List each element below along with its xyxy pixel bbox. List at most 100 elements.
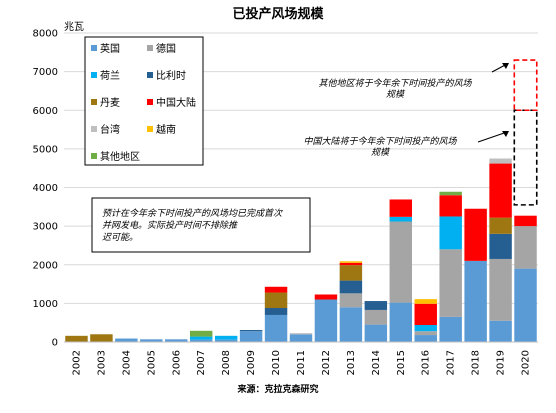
annotation-arrow — [477, 131, 508, 143]
y-tick-label: 4000 — [33, 183, 58, 194]
annotation-text: 中国大陆将于今年余下时间投产的风场规模 — [303, 136, 457, 158]
y-tick-label: 3000 — [33, 222, 58, 233]
x-tick-label: 2003 — [96, 350, 107, 375]
x-tick-label: 2020 — [521, 350, 532, 375]
bar-segment — [214, 339, 238, 342]
bar-segment — [464, 260, 487, 342]
bar-segment — [289, 334, 313, 342]
bar-segment — [264, 286, 288, 293]
legend-swatch — [91, 72, 97, 78]
y-tick-label: 1000 — [33, 299, 58, 310]
bar-segment — [65, 335, 88, 342]
legend-swatch — [91, 153, 97, 159]
x-tick-label: 2016 — [421, 350, 432, 375]
legend-label: 英国 — [100, 42, 120, 55]
x-tick-label: 2017 — [446, 350, 457, 375]
x-tick-label: 2012 — [321, 350, 332, 375]
legend-swatch — [91, 45, 97, 51]
x-tick-label: 2019 — [496, 350, 507, 375]
bar-segment — [389, 199, 413, 217]
bar-segment — [339, 280, 363, 294]
bar-segment — [364, 301, 388, 310]
bar-segment — [389, 302, 413, 342]
bar-segment — [464, 208, 487, 261]
y-axis-ticks: 0 1000 2000 3000 4000 5000 6000 7000 8000 — [33, 29, 58, 349]
legend-swatch — [91, 99, 97, 105]
bar-segment — [264, 308, 288, 315]
x-tick-label: 2013 — [346, 350, 357, 375]
bar-segment — [439, 316, 462, 342]
bar-segment — [439, 249, 462, 317]
y-tick-label: 7000 — [33, 67, 58, 78]
note-box — [91, 197, 311, 253]
bar-segment — [489, 320, 512, 342]
bar-segment — [414, 299, 437, 304]
legend-swatch — [91, 126, 97, 132]
x-tick-label: 2014 — [371, 350, 382, 375]
annotation-text: 其他地区将于今年余下时间投产的风场规模 — [318, 78, 472, 100]
y-tick-label: 0 — [52, 338, 58, 349]
y-tick-label: 8000 — [33, 29, 58, 40]
x-tick-label: 2004 — [121, 350, 132, 375]
bar-segment — [339, 265, 363, 281]
x-tick-label: 2002 — [71, 350, 82, 375]
annotation-arrowhead — [502, 63, 509, 69]
bar-segment — [339, 261, 363, 263]
y-tick-label: 5000 — [33, 144, 58, 155]
legend-label: 比利时 — [156, 70, 186, 82]
bar-segment — [489, 233, 512, 259]
bar-segment — [389, 216, 413, 222]
bar-segment — [414, 325, 437, 332]
bar-segment — [364, 324, 388, 342]
source-note: 来源：克拉克森研究 — [236, 383, 318, 395]
bar-segment — [339, 307, 363, 342]
y-tick-label: 2000 — [33, 260, 58, 271]
bar-segment — [264, 292, 288, 309]
bar-segment — [414, 331, 437, 336]
x-tick-label: 2018 — [471, 350, 482, 375]
legend-swatch — [147, 99, 153, 105]
bar-segment — [189, 330, 213, 337]
bars — [65, 59, 538, 342]
bar-segment — [439, 191, 462, 196]
x-tick-label: 2015 — [396, 350, 407, 375]
bar-segment — [489, 217, 512, 234]
chart-title: 已投产风场规模 — [232, 6, 324, 22]
legend-label: 德国 — [156, 42, 176, 55]
bar-segment — [165, 339, 188, 342]
bar-segment — [140, 339, 163, 342]
bar-segment — [339, 262, 363, 266]
y-axis-unit: 兆瓦 — [64, 21, 84, 33]
bar-segment — [389, 221, 413, 303]
bar-segment — [115, 338, 138, 342]
projected-bar-segment — [513, 59, 538, 112]
x-axis-ticks: 2002 2003 2004 2005 2006 2007 2008 2009 2010 2011… — [71, 350, 531, 375]
x-tick-label: 2008 — [221, 350, 232, 375]
legend-label: 台湾 — [100, 123, 120, 136]
note-text: 预计在今年余下时间投产的风场均已完成首次并网发电。实际投产时间不排除推迟可能。 — [102, 208, 283, 243]
bar-segment — [239, 331, 263, 342]
x-tick-label: 2007 — [196, 350, 207, 375]
legend-label: 中国大陆 — [156, 96, 196, 109]
legend-label: 越南 — [156, 123, 176, 136]
bar-segment — [514, 226, 537, 269]
bar-segment — [90, 334, 113, 342]
x-tick-label: 2005 — [146, 350, 157, 375]
legend-swatch — [147, 126, 153, 132]
annotations: 其他地区将于今年余下时间投产的风场规模中国大陆将于今年余下时间投产的风场规模预计… — [91, 63, 509, 253]
bar-segment — [339, 293, 363, 308]
x-tick-label: 2010 — [271, 350, 282, 375]
bar-segment — [239, 330, 263, 332]
bar-segment — [489, 158, 512, 164]
bar-segment — [189, 339, 213, 342]
bar-segment — [414, 303, 437, 326]
bar-segment — [414, 335, 437, 342]
bar-segment — [289, 333, 313, 335]
bar-segment — [314, 299, 338, 342]
bar-segment — [439, 195, 462, 217]
legend-label: 丹麦 — [100, 97, 120, 109]
legend-swatch — [147, 45, 153, 51]
bar-segment — [489, 163, 512, 218]
x-tick-label: 2009 — [246, 350, 257, 375]
